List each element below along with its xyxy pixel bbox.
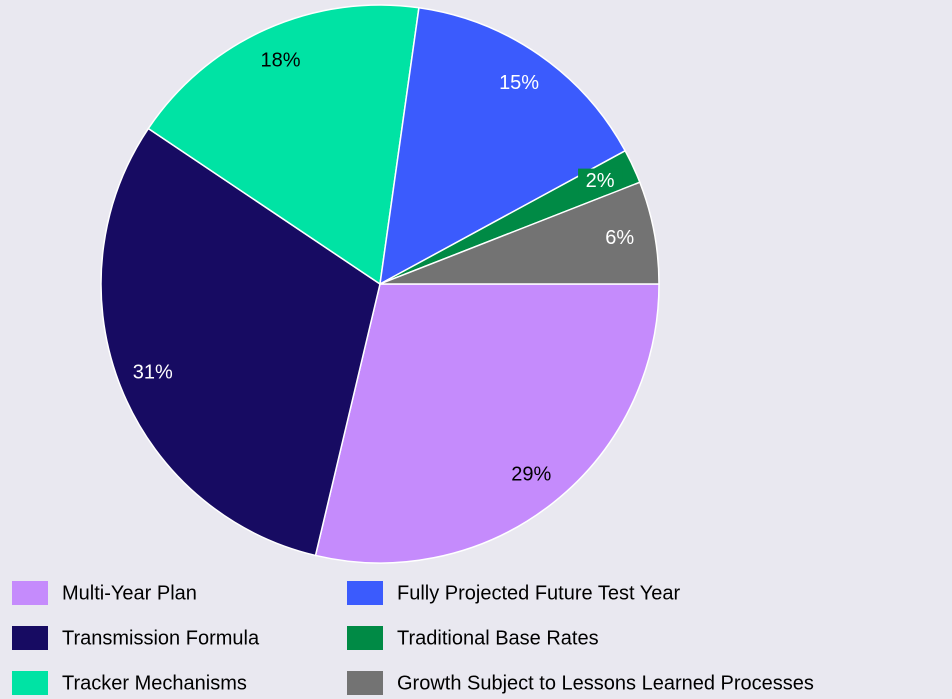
pie-slice	[100, 127, 381, 557]
legend-label: Tracker Mechanisms	[62, 672, 247, 694]
legend-swatch	[12, 626, 48, 650]
legend-swatch	[12, 671, 48, 695]
data-label: 6%	[605, 227, 634, 249]
data-label: 18%	[261, 49, 301, 71]
data-label: 29%	[511, 464, 551, 486]
label-box	[578, 168, 623, 195]
legend-swatch	[12, 581, 48, 605]
legend-swatch	[347, 581, 383, 605]
legend-label: Multi-Year Plan	[62, 582, 197, 604]
legend-label: Growth Subject to Lessons Learned Proces…	[397, 672, 814, 694]
pie-slice	[147, 4, 420, 286]
legend-label: Fully Projected Future Test Year	[397, 582, 680, 604]
legend-swatch	[347, 626, 383, 650]
pie-slice	[314, 283, 660, 564]
pie-slice	[379, 6, 627, 286]
pie-slice	[379, 181, 660, 285]
data-label: 2%	[586, 170, 615, 192]
legend-swatch	[347, 671, 383, 695]
data-label: 31%	[133, 361, 173, 383]
legend-label: Transmission Formula	[62, 627, 260, 649]
legend-label: Traditional Base Rates	[397, 627, 599, 649]
data-label: 15%	[499, 72, 539, 94]
